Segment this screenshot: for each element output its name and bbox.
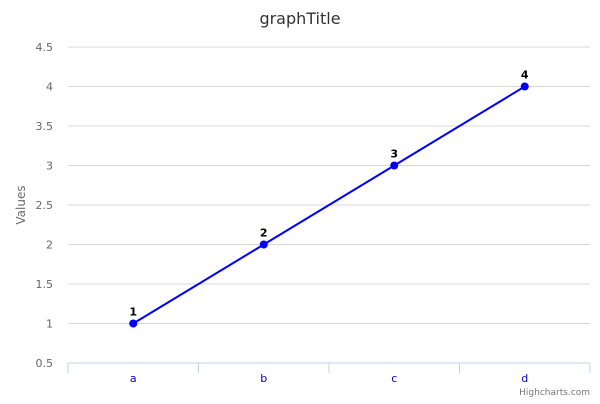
y-tick-label: 0.5 (36, 357, 54, 370)
y-tick-label: 2 (46, 239, 53, 252)
chart-title: graphTitle (259, 9, 340, 28)
data-point[interactable] (390, 161, 399, 170)
data-point[interactable] (520, 82, 529, 91)
data-label: 1 (129, 306, 137, 319)
data-point[interactable] (259, 240, 268, 249)
y-tick-label: 4 (46, 81, 53, 94)
series-line (132, 85, 526, 325)
x-tick-label: d (521, 372, 528, 385)
y-tick-label: 1.5 (36, 278, 54, 291)
data-label: 4 (521, 69, 529, 82)
x-axis (67, 362, 591, 373)
y-tick-label: 3.5 (36, 120, 54, 133)
data-labels: 1 2 3 4 (129, 69, 529, 319)
y-tick-label: 2.5 (36, 199, 54, 212)
data-label: 3 (390, 148, 398, 161)
y-tick-label: 1 (46, 318, 53, 331)
y-tick-label: 3 (46, 160, 53, 173)
x-tick-label: a (130, 372, 137, 385)
data-point[interactable] (129, 319, 138, 328)
x-tick-label: c (391, 372, 397, 385)
y-axis-ticks: 0.5 1 1.5 2 2.5 3 3.5 4 4.5 (36, 41, 54, 370)
x-axis-ticks: a b c d (130, 372, 528, 385)
data-label: 2 (260, 227, 268, 240)
series-group (129, 82, 529, 328)
y-axis-label: Values (14, 185, 28, 224)
gridlines (68, 46, 590, 324)
credits-link[interactable]: Highcharts.com (519, 388, 590, 398)
y-tick-label: 4.5 (36, 41, 54, 54)
x-tick-label: b (260, 372, 267, 385)
